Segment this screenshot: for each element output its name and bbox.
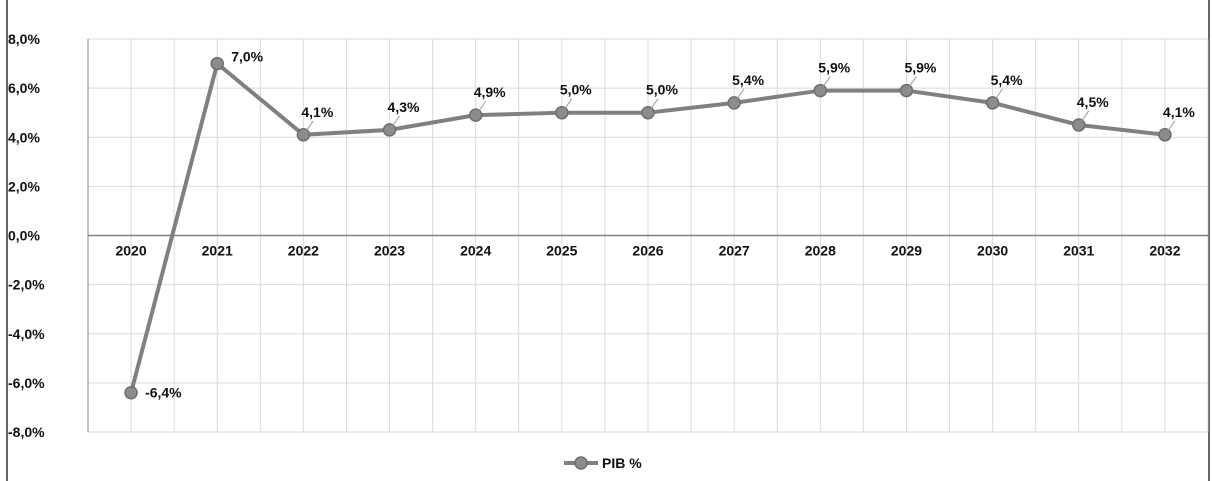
x-tick-label: 2025 bbox=[546, 243, 577, 259]
legend-marker-swatch bbox=[574, 456, 588, 470]
y-tick-label: 6,0% bbox=[8, 80, 40, 96]
data-label: 5,0% bbox=[646, 82, 678, 98]
data-label: 5,4% bbox=[732, 72, 764, 88]
data-label-leader bbox=[736, 88, 745, 100]
y-tick-label: 4,0% bbox=[8, 129, 40, 145]
legend-label: PIB % bbox=[602, 455, 642, 471]
data-point bbox=[468, 108, 483, 122]
data-label: 4,1% bbox=[301, 104, 333, 120]
x-tick-label: 2027 bbox=[719, 243, 750, 259]
data-label: -6,4% bbox=[145, 385, 182, 401]
data-label: 7,0% bbox=[231, 49, 263, 65]
data-label: 4,1% bbox=[1163, 104, 1195, 120]
data-label-leader bbox=[995, 88, 1004, 100]
data-labels: -6,4% 7,0% 4,1% 4,3% 4,9% 5,0% 5,0% 5,4% 5,9% 5,9… bbox=[145, 49, 1195, 401]
data-point bbox=[727, 96, 741, 110]
x-tick-label: 2031 bbox=[1063, 243, 1094, 259]
data-point bbox=[382, 123, 397, 137]
x-tick-label: 2020 bbox=[115, 243, 146, 259]
data-point bbox=[985, 96, 1000, 110]
data-point bbox=[124, 385, 138, 400]
data-label-leader bbox=[564, 98, 573, 109]
data-label-leader bbox=[650, 98, 659, 109]
x-tick-label: 2022 bbox=[288, 243, 319, 259]
data-label: 4,3% bbox=[388, 99, 420, 115]
data-point bbox=[296, 128, 311, 142]
data-label-leader bbox=[305, 120, 314, 132]
y-tick-label: -2,0% bbox=[8, 277, 45, 293]
y-tick-label: 8,0% bbox=[8, 31, 40, 47]
data-point bbox=[899, 83, 914, 98]
x-tick-label: 2021 bbox=[202, 243, 233, 259]
data-point bbox=[210, 56, 224, 71]
y-tick-label: -6,0% bbox=[8, 375, 45, 391]
x-axis-ticks: 2020 2021 2022 2023 2024 2025 2026 2027 2028 2029… bbox=[115, 243, 1180, 259]
chart-border bbox=[6, 0, 1210, 481]
data-label: 4,5% bbox=[1077, 94, 1109, 110]
y-tick-label: -8,0% bbox=[8, 424, 45, 440]
data-label: 5,9% bbox=[818, 60, 850, 76]
legend: PIB % bbox=[564, 455, 642, 471]
axes bbox=[87, 39, 1208, 432]
y-tick-label: -4,0% bbox=[8, 326, 45, 342]
y-tick-label: 0,0% bbox=[8, 228, 40, 244]
y-tick-label: 2,0% bbox=[8, 178, 40, 194]
data-label-leader bbox=[478, 100, 487, 112]
data-label-leader bbox=[1167, 120, 1176, 132]
x-tick-label: 2026 bbox=[632, 243, 663, 259]
x-tick-label: 2029 bbox=[891, 243, 922, 259]
series-pib bbox=[124, 56, 1172, 400]
data-label: 5,4% bbox=[991, 72, 1023, 88]
data-label-leader bbox=[909, 76, 917, 87]
data-point bbox=[1072, 118, 1086, 132]
data-label-leader bbox=[1081, 110, 1090, 122]
data-point bbox=[641, 105, 655, 120]
y-axis-ticks: 8,0% 6,0% 4,0% 2,0% 0,0% -2,0% -4,0% -6,0% -8,0% bbox=[8, 31, 45, 440]
x-tick-label: 2023 bbox=[374, 243, 405, 259]
data-point bbox=[555, 105, 569, 120]
x-tick-label: 2024 bbox=[460, 243, 491, 259]
data-label: 4,9% bbox=[474, 84, 506, 100]
data-label-leader bbox=[392, 115, 400, 127]
data-label: 5,9% bbox=[904, 60, 936, 76]
data-label: 5,0% bbox=[560, 82, 592, 98]
x-tick-label: 2030 bbox=[977, 243, 1008, 259]
data-point bbox=[1158, 128, 1172, 142]
data-point bbox=[813, 83, 828, 98]
data-label-leader bbox=[822, 76, 831, 87]
x-tick-label: 2028 bbox=[805, 243, 836, 259]
x-tick-label: 2032 bbox=[1149, 243, 1180, 259]
